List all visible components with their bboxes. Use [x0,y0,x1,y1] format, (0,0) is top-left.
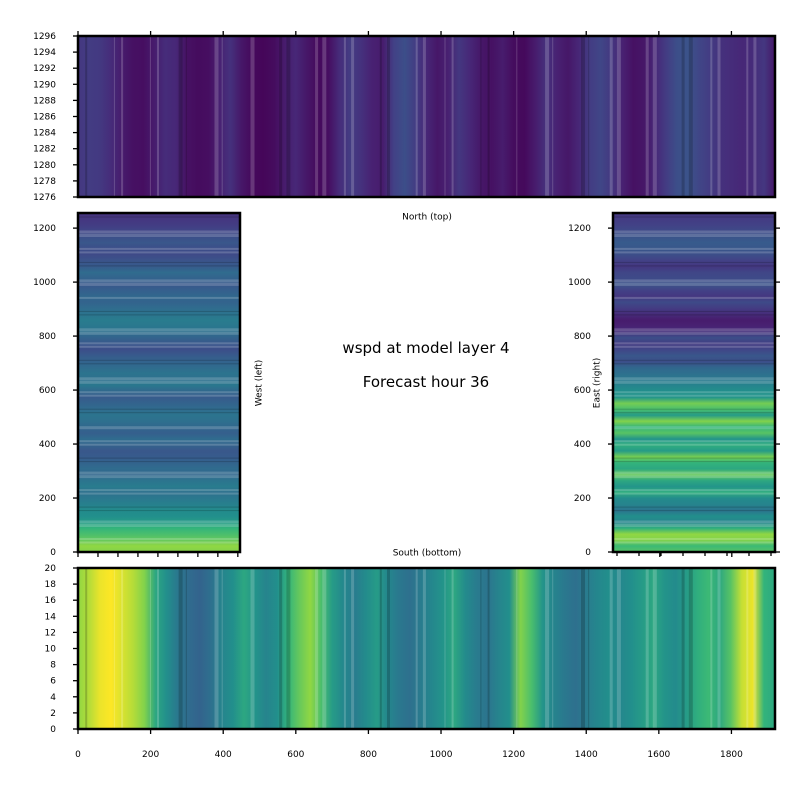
x-tick-label: 400 [215,750,232,760]
y-tick-label: 16 [45,596,57,606]
y-tick-label: 1290 [33,80,56,90]
heatmap-texture [78,213,240,544]
y-tick-label: 1282 [33,145,56,155]
heatmap-field [78,568,775,729]
heatmap-frame [611,211,777,554]
y-tick-label: 0 [50,548,56,558]
y-tick-label: 4 [50,693,56,703]
panel-label: South (bottom) [393,549,462,559]
y-tick-label: 400 [39,440,56,450]
y-tick-label: 1000 [568,278,591,288]
y-tick-label: 600 [574,386,591,396]
y-tick-label: 800 [39,332,56,342]
heatmap-panel-4: South (bottom) 0 2 4 6 8 10 12 14 16 18 20 [45,549,777,735]
x-tick-label: 1200 [502,750,525,760]
x-tick-label: 1000 [430,750,453,760]
x-tick-label: 0 [75,750,81,760]
y-tick-label: 1296 [33,32,56,42]
y-tick-label: 6 [50,677,56,687]
y-tick-label: 1286 [33,113,56,123]
y-tick-label: 600 [39,386,56,396]
heatmap-texture [78,36,757,197]
title-line-1: wspd at model layer 4 [342,339,509,357]
x-tick-label: 1800 [720,750,743,760]
y-tick-label: 8 [50,661,56,671]
y-tick-label: 0 [50,725,56,735]
y-tick-label: 18 [45,580,57,590]
y-tick-label: 1280 [33,161,56,171]
y-tick-label: 1276 [33,193,56,203]
y-tick-label: 1200 [33,224,56,234]
x-tick-label: 800 [360,750,377,760]
y-tick-label: 1000 [33,278,56,288]
y-tick-label: 1288 [33,96,56,106]
panel-label: East (right) [593,358,603,408]
heatmap-field [613,213,775,552]
heatmap-panel-3: East (right) 0 200 400 600 800 1000 1200 [568,211,780,558]
panel-label: West (left) [255,360,265,407]
heatmap-panel-1: North (top) 1276 1278 1280 1282 1284 1286 1288 1… [33,32,777,223]
x-tick-label: 1400 [575,750,598,760]
x-tick-label: 1600 [647,750,670,760]
heatmap-frame [76,211,242,554]
y-tick-label: 800 [574,332,591,342]
x-tick-label: 200 [142,750,159,760]
y-tick-label: 0 [585,548,591,558]
title-line-2: Forecast hour 36 [363,373,489,391]
y-tick-label: 20 [45,564,57,574]
y-tick-label: 12 [45,628,56,638]
y-tick-label: 1284 [33,129,56,139]
y-tick-label: 14 [45,612,57,622]
x-tick-label: 600 [287,750,304,760]
y-tick-label: 1278 [33,177,56,187]
y-tick-label: 1200 [568,224,591,234]
y-tick-label: 1294 [33,48,56,58]
heatmap-field [78,36,775,197]
y-tick-label: 10 [45,645,57,655]
heatmap-texture [78,568,757,729]
panel-label: North (top) [402,213,452,223]
y-tick-label: 400 [574,440,591,450]
heatmap-field [78,213,240,552]
heatmap-texture [613,213,775,544]
y-tick-label: 2 [50,709,56,719]
y-tick-label: 200 [39,494,56,504]
y-tick-label: 200 [574,494,591,504]
heatmap-panel-2: West (left) 0 200 400 600 800 1000 1200 [33,211,265,558]
y-tick-label: 1292 [33,64,56,74]
